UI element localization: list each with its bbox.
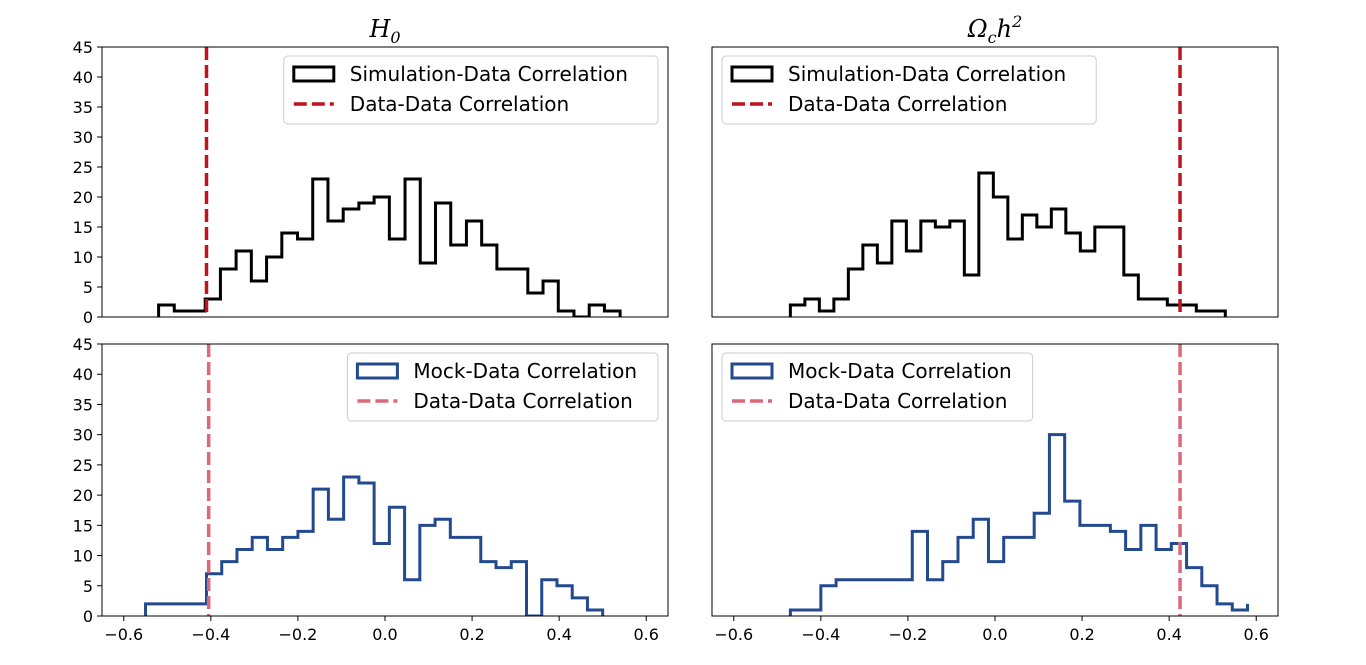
legend: Mock-Data Correlation Data-Data Correlati… — [721, 352, 1034, 422]
x-tick-label: 0.2 — [1069, 625, 1094, 644]
plot-area — [788, 344, 1250, 616]
legend-swatch-histogram — [292, 65, 336, 83]
y-tick-label: 20 — [73, 188, 93, 207]
x-tick-label: 0.6 — [1244, 625, 1269, 644]
y-tick-label: 40 — [73, 68, 93, 87]
x-tick-label: 0.0 — [982, 625, 1007, 644]
legend-label: Data-Data Correlation — [350, 92, 569, 116]
y-tick-label: 30 — [73, 128, 93, 147]
legend-label: Mock-Data Correlation — [788, 359, 1012, 383]
y-tick-label: 10 — [73, 547, 93, 566]
panel-h0-mock: 0 5 10 15 20 25 30 35 40 45 −0.6 −0.4 −0.2 0.0 0.2 0.4 0… — [73, 335, 669, 644]
legend-swatch-histogram — [730, 362, 774, 380]
legend: Simulation-Data Correlation Data-Data Cor… — [721, 55, 1097, 125]
axes-frame — [101, 46, 669, 318]
plot-area — [144, 344, 605, 616]
legend-label: Simulation-Data Correlation — [350, 62, 628, 86]
x-tick-label: 0.0 — [372, 625, 397, 644]
x-tick-label: −0.6 — [714, 625, 753, 644]
y-tick-label: 25 — [73, 158, 93, 177]
legend: Mock-Data Correlation Data-Data Correlati… — [346, 352, 659, 422]
histogram-outline — [788, 433, 1250, 616]
histogram-outline — [144, 475, 605, 616]
y-tick-label: 5 — [83, 577, 93, 596]
x-tick-label: −0.2 — [888, 625, 927, 644]
x-tick-label: −0.6 — [104, 625, 143, 644]
x-tick-label: 0.2 — [459, 625, 484, 644]
x-tick-label: −0.4 — [191, 625, 230, 644]
x-tick-label: 0.6 — [634, 625, 659, 644]
y-tick-label: 5 — [83, 278, 93, 297]
legend-label: Data-Data Correlation — [788, 389, 1007, 413]
x-tick-label: −0.4 — [801, 625, 840, 644]
y-tick-label: 15 — [73, 516, 93, 535]
legend-label: Mock-Data Correlation — [413, 359, 637, 383]
y-tick-label: 0 — [83, 308, 93, 327]
legend-label: Data-Data Correlation — [788, 92, 1007, 116]
y-tick-label: 25 — [73, 456, 93, 475]
panel-title: Ωch2 — [967, 12, 1023, 47]
histogram-outline — [788, 171, 1227, 317]
x-tick-label: −0.2 — [278, 625, 317, 644]
legend-swatch-histogram — [730, 65, 774, 83]
legend-box — [721, 55, 1097, 125]
legend-box — [283, 55, 659, 125]
y-tick-label: 40 — [73, 365, 93, 384]
axes-frame — [711, 46, 1279, 318]
legend-box — [721, 352, 1034, 422]
y-tick-label: 45 — [73, 38, 93, 57]
panel-omega-mock: −0.6 −0.4 −0.2 0.0 0.2 0.4 0.6 Mock-Data Correl… — [711, 343, 1279, 644]
panel-h0-simulation: 0 5 10 15 20 25 30 35 40 45 H0 Simulation-Data Corr… — [73, 15, 669, 327]
legend-label: Simulation-Data Correlation — [788, 62, 1066, 86]
y-tick-label: 15 — [73, 218, 93, 237]
x-tick-label: 0.4 — [1156, 625, 1181, 644]
x-tick-label: 0.4 — [546, 625, 571, 644]
y-tick-label: 20 — [73, 486, 93, 505]
y-tick-label: 30 — [73, 426, 93, 445]
y-tick-label: 35 — [73, 98, 93, 117]
panel-omega-simulation: Ωch2 Simulation-Data Correlation Data-Data… — [711, 12, 1279, 318]
legend-box — [346, 352, 659, 422]
legend: Simulation-Data Correlation Data-Data Cor… — [283, 55, 659, 125]
legend-swatch-histogram — [355, 362, 399, 380]
histogram-outline — [157, 177, 622, 317]
plot-area — [157, 47, 622, 317]
y-tick-label: 45 — [73, 335, 93, 354]
y-tick-label: 35 — [73, 395, 93, 414]
y-tick-label: 10 — [73, 248, 93, 267]
panel-title: H0 — [368, 15, 400, 47]
legend-label: Data-Data Correlation — [413, 389, 632, 413]
y-tick-label: 0 — [83, 607, 93, 626]
plot-area — [788, 47, 1227, 317]
